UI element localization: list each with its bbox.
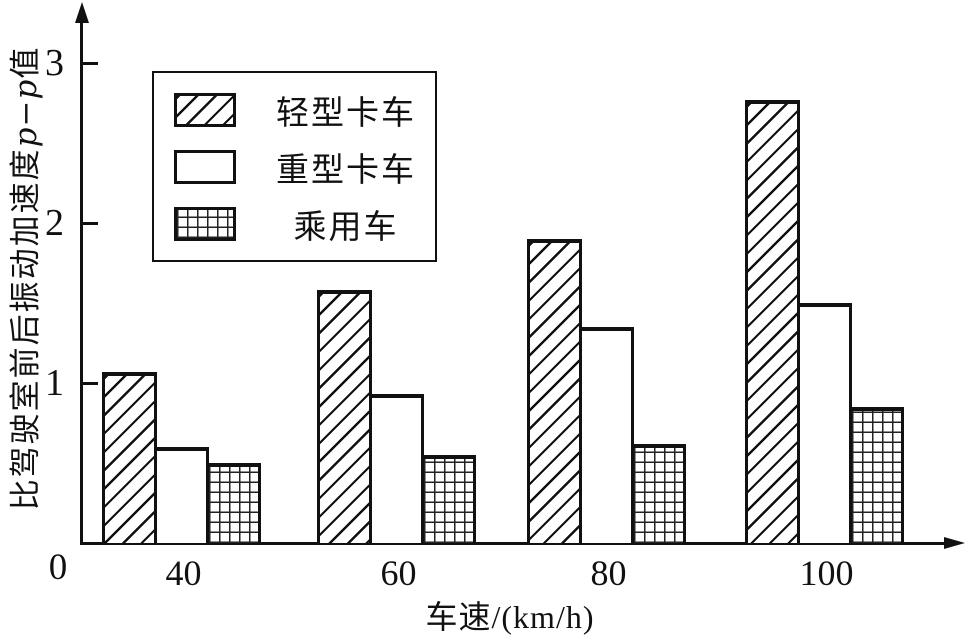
legend-swatch-grid-crosshatch-icon [174,207,236,241]
legend-swatch-plain-white-icon [174,150,236,184]
origin-label: 0 [48,547,68,588]
legend-label-heavy-truck: 重型卡车 [276,153,416,189]
x-axis-title: 车速/(km/h) [425,599,595,635]
y-axis-arrow-icon [75,2,89,23]
y-axis-title-wrap: 比驾驶室前后振动加速度p−p值 [0,0,44,578]
y-tick-mark-2 [83,221,98,225]
y-axis-title-text: 比驾驶室前后振动加速度 [7,147,43,511]
x-tick-label-60: 60 [380,553,417,593]
legend-item-passenger-car: 乘用车 [154,204,435,246]
legend: 轻型卡车 重型卡车 乘用车 [152,71,437,262]
y-axis-title-suffix: 值 [7,45,43,79]
bar-light-truck-100 [745,99,800,543]
x-tick-label-40: 40 [165,553,202,593]
bar-heavy-truck-80 [579,327,634,543]
x-axis-arrow-icon [944,537,965,549]
bar-passenger-car-100 [849,407,904,543]
y-tick-mark-1 [83,381,98,385]
bar-passenger-car-40 [206,463,261,543]
bar-heavy-truck-60 [369,394,424,543]
y-axis-line [80,20,83,545]
x-axis-line [80,542,946,545]
y-tick-mark-3 [83,61,98,65]
y-axis-title-pp-symbol: p−p [7,78,44,148]
x-tick-label-100: 100 [799,553,854,593]
bar-passenger-car-60 [421,455,476,543]
bar-heavy-truck-40 [154,447,209,543]
bar-light-truck-40 [102,371,157,543]
x-tick-label-80: 80 [590,553,627,593]
y-axis-title: 比驾驶室前后振动加速度p−p值 [0,46,45,511]
y-tick-label-1: 1 [45,362,64,404]
bar-heavy-truck-100 [797,303,852,543]
bar-passenger-car-80 [631,443,686,543]
bar-light-truck-80 [527,239,582,543]
legend-item-light-truck: 轻型卡车 [154,90,435,132]
legend-label-passenger-car: 乘用车 [293,210,399,246]
bar-light-truck-60 [317,290,372,543]
legend-label-light-truck: 轻型卡车 [276,96,416,132]
legend-item-heavy-truck: 重型卡车 [154,147,435,189]
y-tick-label-3: 3 [45,42,64,84]
legend-swatch-diagonal-hatch-icon [174,93,236,127]
y-tick-label-2: 2 [45,202,64,244]
